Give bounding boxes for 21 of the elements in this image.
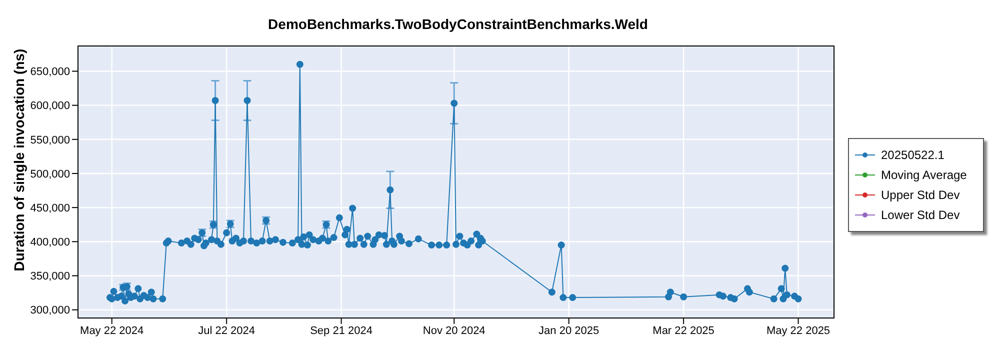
legend-label: Lower Std Dev (881, 208, 960, 222)
y-tick-label: 600,000 (30, 100, 70, 112)
x-tick-label: Nov 20 2024 (422, 324, 486, 337)
y-tick-label: 650,000 (30, 66, 70, 78)
x-tick-label: Mar 22 2025 (652, 324, 714, 337)
y-axis-title: Duration of single invocation (ns) (11, 48, 28, 272)
y-tick-label: 400,000 (30, 236, 70, 249)
y-tick-label: 350,000 (30, 270, 70, 283)
x-tick-label: Jul 22 2024 (198, 324, 256, 337)
x-tick-label: May 22 2024 (80, 324, 144, 337)
y-tick-label: 450,000 (30, 202, 70, 214)
chart-title: DemoBenchmarks.TwoBodyConstraintBenchmarks.Weld (267, 16, 649, 32)
y-tick-label: 500,000 (30, 168, 70, 180)
x-tick-label: May 22 2025 (766, 324, 830, 337)
y-tick-label: 300,000 (30, 304, 70, 317)
x-tick-label: Jan 20 2025 (538, 324, 600, 337)
x-tick-label: Sep 21 2024 (310, 324, 372, 337)
legend-label: Moving Average (881, 168, 967, 182)
y-tick-label: 550,000 (30, 134, 70, 146)
legend-label: Upper Std Dev (881, 188, 960, 202)
legend-label: 20250522.1 (881, 148, 944, 162)
